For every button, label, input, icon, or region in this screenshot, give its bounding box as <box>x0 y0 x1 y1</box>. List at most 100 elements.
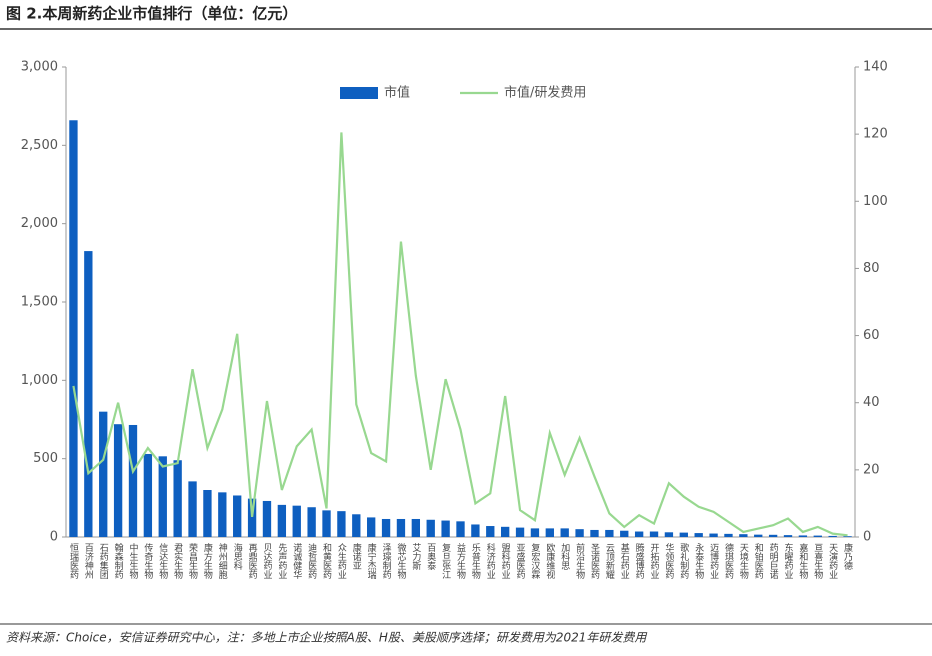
bar <box>188 481 197 537</box>
bar <box>456 521 465 537</box>
bar <box>396 518 406 537</box>
x-tick-label: 诺诚健华 <box>291 543 302 580</box>
bar <box>545 528 554 537</box>
y2-tick-label: 100 <box>863 194 888 209</box>
y2-tick-label: 40 <box>863 395 880 410</box>
x-tick-label: 海思科 <box>232 542 243 571</box>
x-tick-label: 乐普生物 <box>470 542 481 580</box>
y-tick-label: 3,000 <box>21 60 58 75</box>
y2-tick-label: 60 <box>863 328 880 343</box>
x-tick-label: 众生药业 <box>336 543 347 579</box>
x-tick-label: 传奇生物 <box>142 542 153 580</box>
x-tick-label: 翰森制药 <box>113 542 124 580</box>
bar <box>99 411 108 537</box>
bar <box>590 529 599 537</box>
bar <box>843 536 852 537</box>
bar <box>694 533 703 537</box>
bar <box>679 532 688 537</box>
x-tick-label: 复宏汉霖 <box>529 542 540 580</box>
bar <box>530 528 540 537</box>
bar <box>113 424 123 537</box>
x-tick-label: 中生生物 <box>127 542 138 580</box>
x-tick-label: 恒瑞医药 <box>68 542 79 580</box>
x-tick-label: 德琪医药 <box>723 542 734 580</box>
line <box>72 132 848 537</box>
bar <box>367 517 376 537</box>
x-tick-label: 歌礼制药 <box>678 542 689 580</box>
x-tick-label: 康方生物 <box>202 542 213 580</box>
bar <box>709 533 718 537</box>
x-tick-label: 和黄医药 <box>321 543 332 580</box>
bar <box>620 530 629 537</box>
bar <box>813 535 822 537</box>
x-tick-label: 百奥泰 <box>425 543 436 570</box>
bar <box>322 510 331 537</box>
x-tick-label: 微芯生物 <box>395 542 406 580</box>
bar <box>352 514 361 537</box>
bar <box>471 524 480 537</box>
x-tick-label: 贝达药业 <box>261 543 272 579</box>
bar <box>84 251 93 538</box>
x-tick-label: 基石药业 <box>619 542 630 579</box>
legend-swatch <box>340 87 378 99</box>
bar <box>575 529 584 537</box>
bar <box>500 526 510 537</box>
x-tick-label: 前沿生物 <box>574 542 585 580</box>
bar <box>277 504 287 537</box>
x-tick-label: 康宁杰瑞 <box>366 542 377 579</box>
legend-label: 市值 <box>384 85 410 101</box>
y-tick-label: 1,000 <box>21 373 58 388</box>
x-tick-label: 神州细胞 <box>217 542 228 580</box>
bar <box>739 534 748 537</box>
bar <box>486 526 495 537</box>
x-tick-label: 药明巨诺 <box>768 543 779 580</box>
x-tick-label: 迪哲医药 <box>306 542 317 580</box>
bar <box>441 520 450 537</box>
y-tick-label: 2,000 <box>21 216 58 231</box>
bar <box>426 519 435 537</box>
bar <box>515 527 525 537</box>
x-tick-label: 天演药业 <box>827 543 838 579</box>
x-tick-label: 亘喜生物 <box>812 543 823 580</box>
x-tick-label: 嘉和生物 <box>797 542 808 580</box>
y-tick-label: 1,500 <box>21 295 58 310</box>
x-tick-label: 迈博药业 <box>708 543 719 579</box>
x-tick-label: 百济神州 <box>83 543 94 579</box>
bar <box>649 531 659 537</box>
bar <box>262 500 272 537</box>
bar <box>203 490 212 537</box>
x-tick-label: 复旦张江 <box>440 542 451 580</box>
x-tick-label: 天境生物 <box>738 543 749 580</box>
chart-title: 图 2.本周新药企业市值排行（单位：亿元） <box>6 5 297 23</box>
x-tick-label: 康诺亚 <box>351 542 362 570</box>
bar <box>381 518 391 537</box>
bar <box>337 511 346 537</box>
bar <box>143 453 153 537</box>
y-tick-label: 2,500 <box>21 138 58 153</box>
x-tick-label: 康乃德 <box>842 542 853 571</box>
bar <box>292 505 301 537</box>
bar <box>173 460 182 537</box>
x-tick-label: 亚盛医药 <box>515 543 526 580</box>
x-tick-label: 石药集团 <box>98 543 109 580</box>
y2-tick-label: 120 <box>863 127 888 142</box>
x-tick-label: 泽璟制药 <box>381 543 392 580</box>
x-tick-label: 腾盛博药 <box>634 542 645 580</box>
x-tick-label: 华领医药 <box>663 542 674 580</box>
x-tick-label: 和铂医药 <box>753 543 764 580</box>
bar <box>158 456 167 537</box>
x-tick-label: 君实生物 <box>172 543 183 580</box>
y2-tick-label: 0 <box>863 530 871 545</box>
y2-tick-label: 20 <box>863 462 880 477</box>
bar <box>798 535 808 537</box>
x-tick-label: 东曜药业 <box>783 542 794 579</box>
x-tick-label: 欧康维视 <box>544 542 555 580</box>
y2-tick-label: 140 <box>863 60 888 75</box>
x-tick-label: 开拓药业 <box>649 543 660 579</box>
x-tick-label: 云顶新耀 <box>604 543 615 579</box>
y-tick-label: 0 <box>50 530 58 545</box>
x-tick-label: 科济药业 <box>485 542 496 579</box>
bar <box>233 495 242 537</box>
bar <box>768 534 778 537</box>
x-tick-label: 盟科药业 <box>500 543 511 579</box>
